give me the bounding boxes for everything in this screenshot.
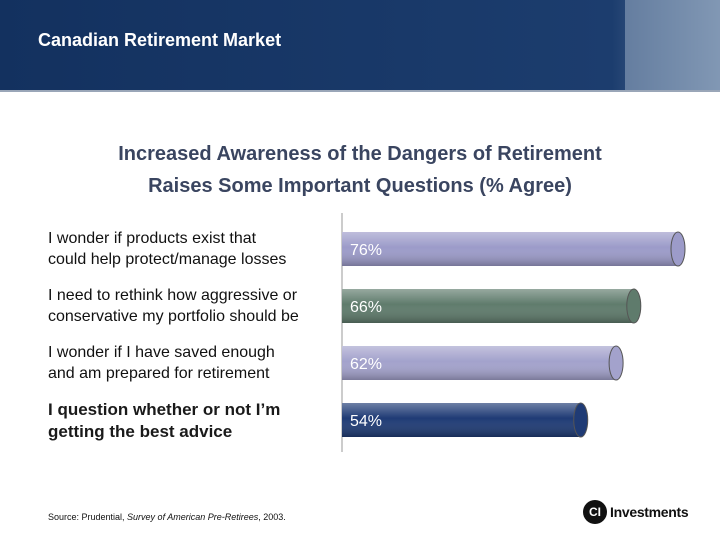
bar-shine [342,289,634,323]
category-label: I wonder if products exist that could he… [48,230,287,268]
logo-mark: CI [583,500,607,524]
source-text: Survey of American Pre-Retirees [127,512,259,522]
bar-shine [342,346,617,380]
bar-cap [626,288,642,324]
value-label: 66% [350,299,382,316]
source-text: Source: Prudential, [48,512,128,522]
bar-shine [342,232,678,266]
source-note: Source: Prudential, Survey of American P… [48,512,286,522]
value-label: 54% [350,413,382,430]
bar-shine [342,403,581,437]
header-band [0,0,720,90]
logo: CI Investments [583,500,689,524]
header-photo [625,0,720,90]
chart-title: Increased Awareness of the Dangers of Re… [118,143,602,165]
category-label: I wonder if I have saved enough and am p… [48,344,275,382]
category-label: I question whether or not I’m getting th… [48,400,281,441]
value-label: 76% [350,242,382,259]
chart-title: Raises Some Important Questions (% Agree… [148,175,572,197]
value-label: 62% [350,356,382,373]
bar-cap [573,402,589,438]
slide-title: Canadian Retirement Market [38,30,281,50]
category-label: I need to rethink how aggressive or cons… [48,287,299,325]
logo-text: Investments [610,504,689,520]
source-text: , 2003. [258,512,286,522]
bar-cap [608,345,624,381]
bar-cap [670,231,686,267]
